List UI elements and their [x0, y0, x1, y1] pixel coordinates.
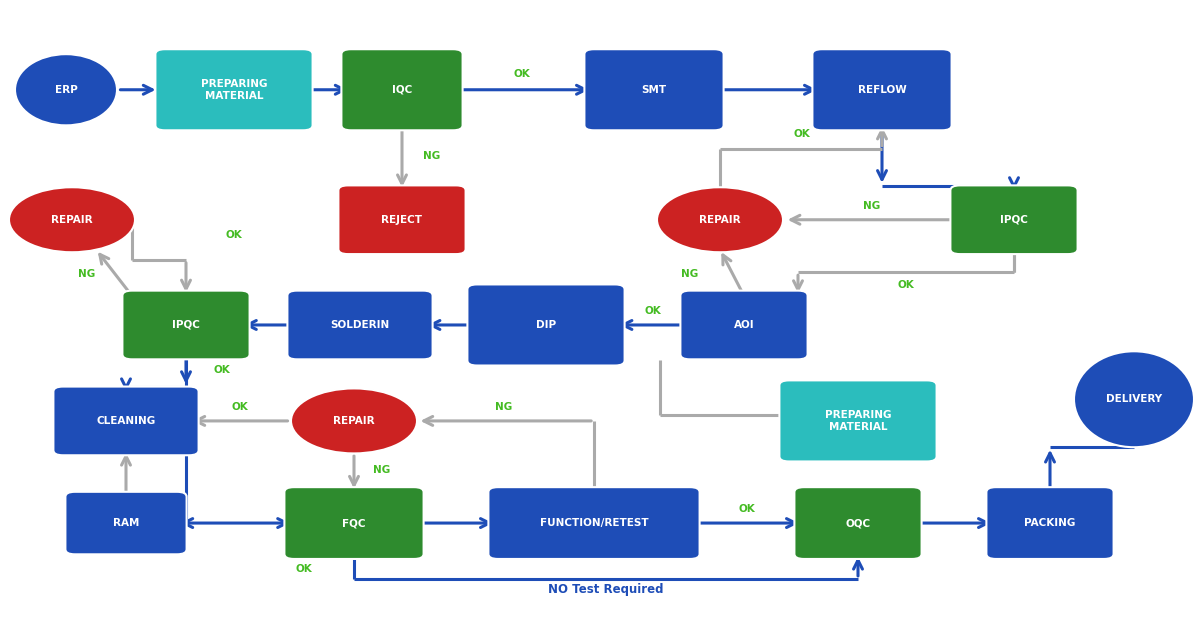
- Text: REPAIR: REPAIR: [52, 215, 92, 225]
- FancyBboxPatch shape: [468, 284, 624, 365]
- Text: PREPARING
MATERIAL: PREPARING MATERIAL: [200, 79, 268, 100]
- Text: DIP: DIP: [536, 320, 556, 330]
- Text: SMT: SMT: [642, 85, 666, 95]
- FancyBboxPatch shape: [156, 50, 312, 131]
- Text: IPQC: IPQC: [1000, 215, 1028, 225]
- Text: DELIVERY: DELIVERY: [1106, 394, 1162, 404]
- Text: FUNCTION/RETEST: FUNCTION/RETEST: [540, 518, 648, 528]
- Text: FQC: FQC: [342, 518, 366, 528]
- FancyBboxPatch shape: [65, 491, 187, 555]
- Ellipse shape: [10, 187, 134, 253]
- Text: REPAIR: REPAIR: [334, 416, 374, 426]
- FancyBboxPatch shape: [584, 50, 724, 131]
- Text: IQC: IQC: [392, 85, 412, 95]
- Text: OK: OK: [514, 69, 530, 79]
- Text: OK: OK: [214, 365, 230, 374]
- Text: OK: OK: [738, 504, 755, 514]
- FancyBboxPatch shape: [950, 185, 1078, 254]
- Ellipse shape: [14, 54, 118, 125]
- Text: OK: OK: [295, 565, 312, 574]
- Text: NG: NG: [863, 201, 880, 210]
- Text: AOI: AOI: [733, 320, 755, 330]
- Ellipse shape: [1074, 352, 1194, 447]
- Text: REJECT: REJECT: [382, 215, 422, 225]
- FancyBboxPatch shape: [288, 290, 432, 359]
- FancyBboxPatch shape: [122, 290, 250, 359]
- Text: IPQC: IPQC: [172, 320, 200, 330]
- Text: CLEANING: CLEANING: [96, 416, 156, 426]
- Text: NG: NG: [496, 402, 512, 412]
- Text: NG: NG: [373, 465, 390, 475]
- Text: PREPARING
MATERIAL: PREPARING MATERIAL: [824, 410, 892, 431]
- Text: NG: NG: [424, 151, 440, 161]
- FancyBboxPatch shape: [488, 487, 700, 559]
- Text: ERP: ERP: [55, 85, 77, 95]
- Text: OK: OK: [898, 280, 914, 290]
- Text: OK: OK: [793, 129, 810, 139]
- Text: RAM: RAM: [113, 518, 139, 528]
- Text: NG: NG: [78, 269, 95, 279]
- FancyBboxPatch shape: [342, 50, 463, 131]
- FancyBboxPatch shape: [812, 50, 952, 131]
- Text: PACKING: PACKING: [1025, 518, 1075, 528]
- FancyBboxPatch shape: [986, 487, 1114, 559]
- Text: REPAIR: REPAIR: [700, 215, 740, 225]
- Text: OQC: OQC: [846, 518, 870, 528]
- Ellipse shape: [658, 187, 784, 253]
- Ellipse shape: [292, 389, 418, 453]
- Text: REFLOW: REFLOW: [858, 85, 906, 95]
- Text: NG: NG: [682, 269, 698, 279]
- Text: OK: OK: [644, 306, 661, 316]
- Text: OK: OK: [232, 402, 248, 412]
- FancyBboxPatch shape: [284, 487, 424, 559]
- FancyBboxPatch shape: [680, 290, 808, 359]
- Text: SOLDERIN: SOLDERIN: [330, 320, 390, 330]
- FancyBboxPatch shape: [54, 386, 198, 456]
- FancyBboxPatch shape: [780, 380, 936, 461]
- Text: NO Test Required: NO Test Required: [548, 582, 664, 596]
- FancyBboxPatch shape: [338, 185, 466, 254]
- FancyBboxPatch shape: [794, 487, 922, 559]
- Text: OK: OK: [226, 230, 242, 240]
